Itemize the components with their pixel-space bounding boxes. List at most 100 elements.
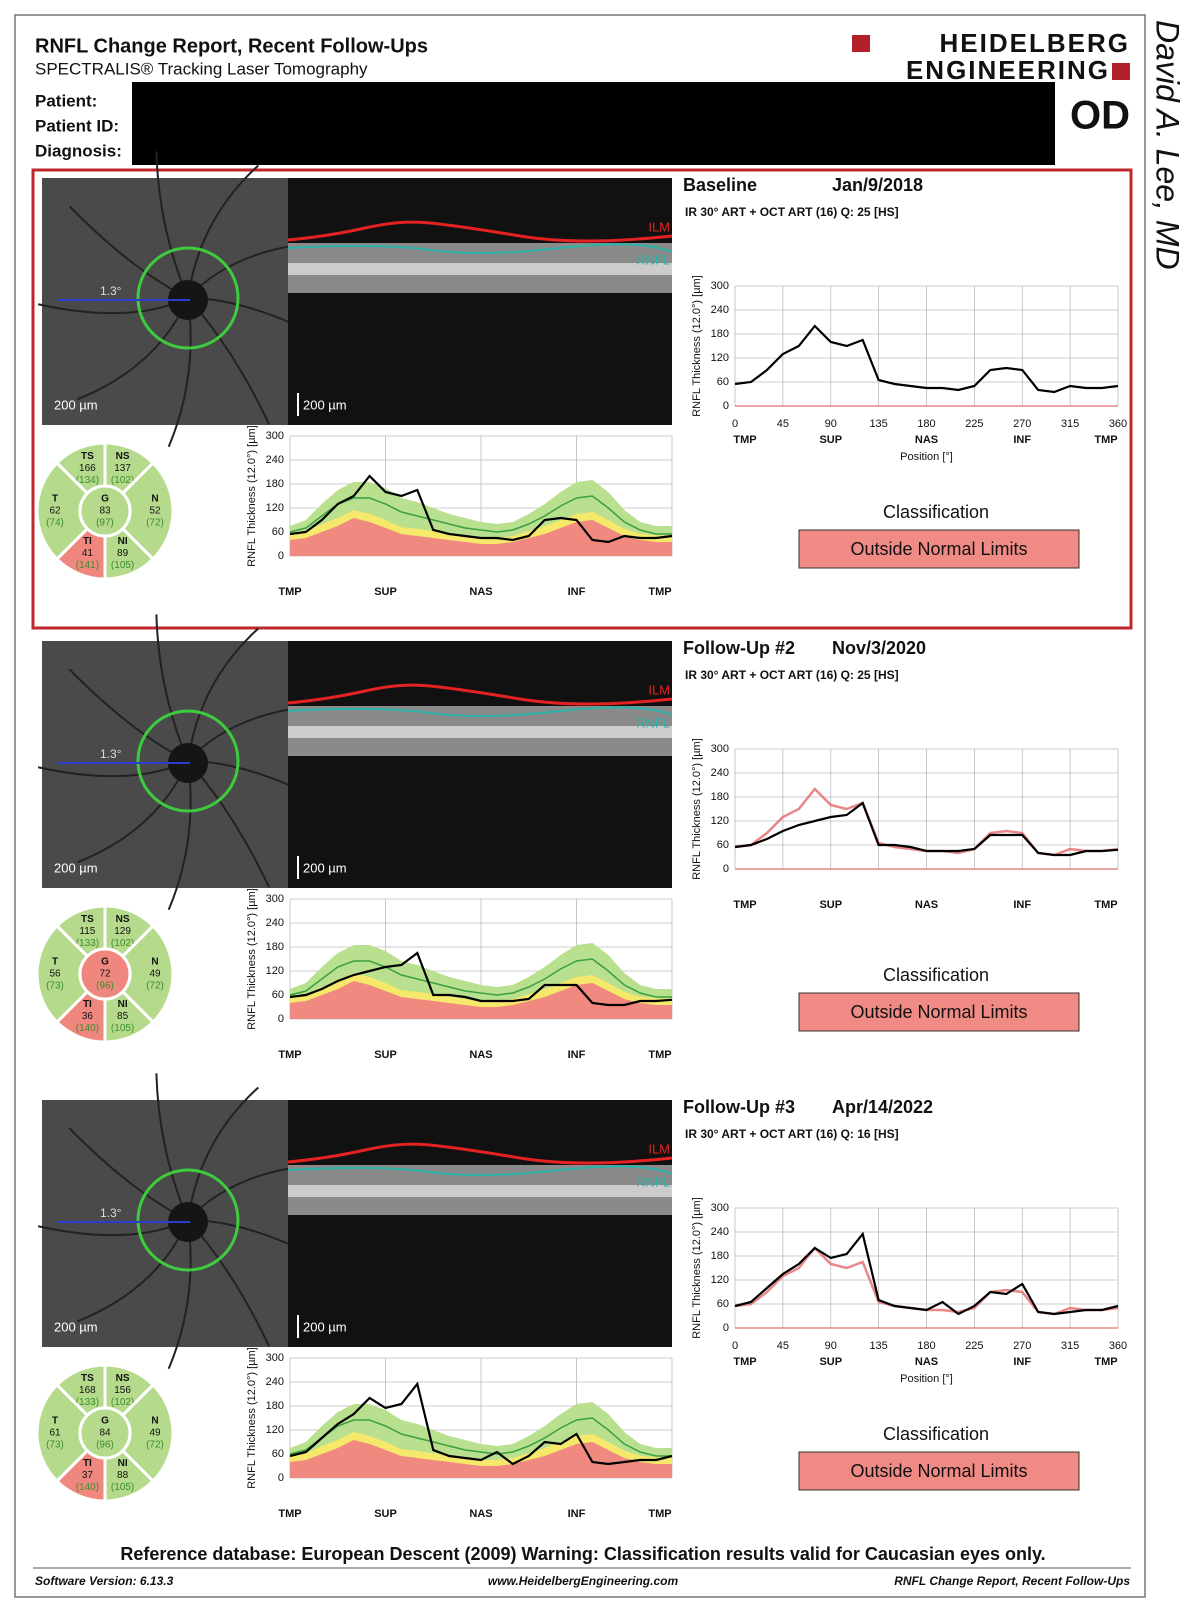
sector-value: 52 bbox=[149, 506, 161, 517]
sector-label: TS bbox=[81, 1373, 94, 1384]
x-axis-label: Position [°] bbox=[900, 451, 953, 463]
sector-label: T bbox=[52, 957, 58, 968]
sector-value: 83 bbox=[99, 506, 111, 517]
classification-box bbox=[798, 1451, 1080, 1491]
exam-date: Jan/9/2018 bbox=[832, 175, 923, 195]
ilm-trace bbox=[287, 1142, 673, 1165]
sector-label: NI bbox=[118, 536, 128, 547]
sector-value: 62 bbox=[49, 506, 61, 517]
y-tick-label: 0 bbox=[278, 1013, 284, 1025]
x-tick-label: 225 bbox=[965, 418, 983, 430]
y-axis-label: RNFL Thickness (12.0°) [µm] bbox=[246, 888, 258, 1030]
x-tick-label: 135 bbox=[869, 418, 887, 430]
software-version: Software Version: 6.13.3 bbox=[35, 1574, 174, 1588]
scale-label: 200 µm bbox=[303, 860, 347, 875]
x-tick-label: 0 bbox=[732, 1340, 738, 1352]
sector-value: 85 bbox=[117, 1011, 129, 1022]
sector-value: 41 bbox=[82, 548, 94, 559]
sector-value: 137 bbox=[114, 463, 131, 474]
sector-value: 88 bbox=[117, 1470, 129, 1481]
report-subtitle: SPECTRALIS® Tracking Laser Tomography bbox=[35, 59, 368, 78]
thickness-line bbox=[734, 324, 1119, 394]
y-tick-label: 240 bbox=[711, 767, 729, 779]
x-tick-label: 315 bbox=[1061, 1340, 1079, 1352]
sector-label: TS bbox=[81, 914, 94, 925]
y-tick-label: 300 bbox=[711, 280, 729, 292]
sector-normal: (72) bbox=[146, 981, 164, 992]
x-region-label: TMP bbox=[278, 586, 301, 598]
y-tick-label: 240 bbox=[266, 1376, 284, 1388]
rnfl-trace bbox=[287, 706, 673, 718]
scale-label: 200 µm bbox=[54, 860, 98, 875]
x-region-label: TMP bbox=[733, 434, 756, 446]
vessel bbox=[187, 1086, 259, 1221]
x-region-label: NAS bbox=[915, 899, 938, 911]
sector-normal: (74) bbox=[46, 518, 64, 529]
side-note: David A. Lee, MD bbox=[1150, 20, 1186, 270]
vessel bbox=[187, 627, 259, 762]
scale-label: 200 µm bbox=[303, 1319, 347, 1334]
sector-normal: (73) bbox=[46, 981, 64, 992]
x-region-label: SUP bbox=[374, 586, 397, 598]
y-tick-label: 180 bbox=[266, 478, 284, 490]
y-tick-label: 240 bbox=[711, 1226, 729, 1238]
sector-label: N bbox=[151, 1416, 158, 1427]
x-region-label: INF bbox=[568, 586, 586, 598]
sector-label: N bbox=[151, 494, 158, 505]
x-region-label: SUP bbox=[374, 1508, 397, 1520]
sector-normal: (105) bbox=[111, 1023, 134, 1034]
x-tick-label: 90 bbox=[825, 418, 837, 430]
x-tick-label: 180 bbox=[917, 418, 935, 430]
x-tick-label: 0 bbox=[732, 418, 738, 430]
vessel bbox=[187, 164, 259, 299]
sector-label: NS bbox=[116, 1373, 130, 1384]
angle-label: 1.3° bbox=[100, 747, 122, 761]
footer-report: RNFL Change Report, Recent Follow-Ups bbox=[894, 1574, 1130, 1588]
exam-title: Baseline bbox=[683, 175, 757, 195]
sector-normal: (73) bbox=[46, 1440, 64, 1451]
y-tick-label: 120 bbox=[711, 815, 729, 827]
sector-value: 89 bbox=[117, 548, 129, 559]
scale-label: 200 µm bbox=[54, 397, 98, 412]
oct-image bbox=[288, 178, 672, 425]
sector-label: NS bbox=[116, 451, 130, 462]
x-region-label: TMP bbox=[1094, 899, 1117, 911]
sector-value: 36 bbox=[82, 1011, 94, 1022]
sector-value: 84 bbox=[99, 1428, 111, 1439]
reference-note: Reference database: European Descent (20… bbox=[120, 1544, 1045, 1564]
sector-value: 156 bbox=[114, 1385, 131, 1396]
y-tick-label: 120 bbox=[266, 965, 284, 977]
sector-normal: (134) bbox=[76, 475, 99, 486]
angle-label: 1.3° bbox=[100, 284, 122, 298]
ilm-trace bbox=[287, 683, 673, 706]
y-tick-label: 180 bbox=[711, 791, 729, 803]
sector-normal: (105) bbox=[111, 560, 134, 571]
eye-label: OD bbox=[1070, 94, 1130, 138]
x-region-label: NAS bbox=[915, 434, 938, 446]
x-tick-label: 45 bbox=[777, 418, 789, 430]
y-tick-label: 300 bbox=[711, 743, 729, 755]
y-tick-label: 0 bbox=[278, 1472, 284, 1484]
x-region-label: INF bbox=[1013, 899, 1031, 911]
brand-line-1: HEIDELBERG bbox=[940, 28, 1130, 58]
sector-normal: (140) bbox=[76, 1482, 99, 1493]
thickness-line bbox=[289, 474, 673, 544]
y-tick-label: 300 bbox=[711, 1202, 729, 1214]
sector-normal: (133) bbox=[76, 938, 99, 949]
field-label: Diagnosis: bbox=[35, 141, 122, 160]
y-tick-label: 60 bbox=[272, 989, 284, 1001]
sector-value: 49 bbox=[149, 969, 161, 980]
rnfl-label: RNFL bbox=[636, 252, 670, 267]
y-tick-label: 0 bbox=[723, 1322, 729, 1334]
y-tick-label: 180 bbox=[711, 1250, 729, 1262]
sector-value: 168 bbox=[79, 1385, 96, 1396]
sector-value: 115 bbox=[79, 926, 95, 937]
y-tick-label: 240 bbox=[266, 917, 284, 929]
sector-normal: (97) bbox=[96, 518, 114, 529]
scale-label: 200 µm bbox=[303, 397, 347, 412]
sector-label: NS bbox=[116, 914, 130, 925]
sector-label: T bbox=[52, 494, 58, 505]
x-region-label: TMP bbox=[733, 1356, 756, 1368]
